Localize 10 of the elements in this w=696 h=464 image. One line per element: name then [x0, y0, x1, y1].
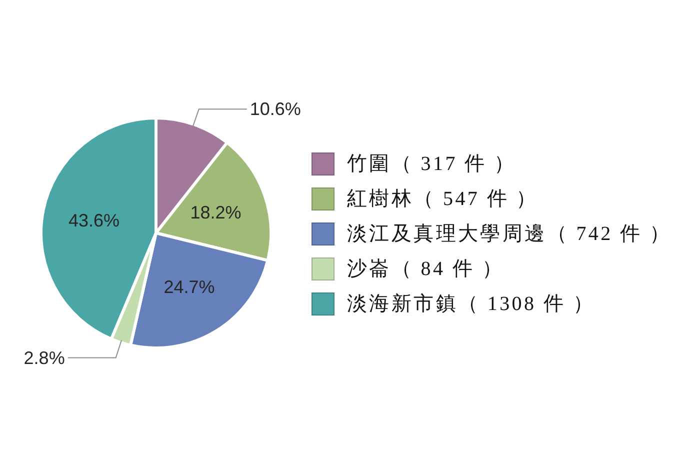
legend-label: 竹圍（ 317 件 ）: [347, 153, 516, 175]
data-label: 2.8%: [24, 348, 65, 368]
legend-label: 沙崙（ 84 件 ）: [347, 258, 504, 280]
legend-label: 淡海新市鎮（ 1308 件 ）: [347, 293, 595, 315]
data-label: 10.6%: [250, 99, 301, 120]
legend-label: 淡江及真理大學周邊（ 742 件 ）: [347, 223, 672, 245]
legend-label: 紅樹林（ 547 件 ）: [347, 188, 538, 210]
data-label: 18.2%: [190, 202, 242, 222]
data-label: 43.6%: [68, 210, 120, 230]
data-label: 24.7%: [164, 276, 215, 297]
